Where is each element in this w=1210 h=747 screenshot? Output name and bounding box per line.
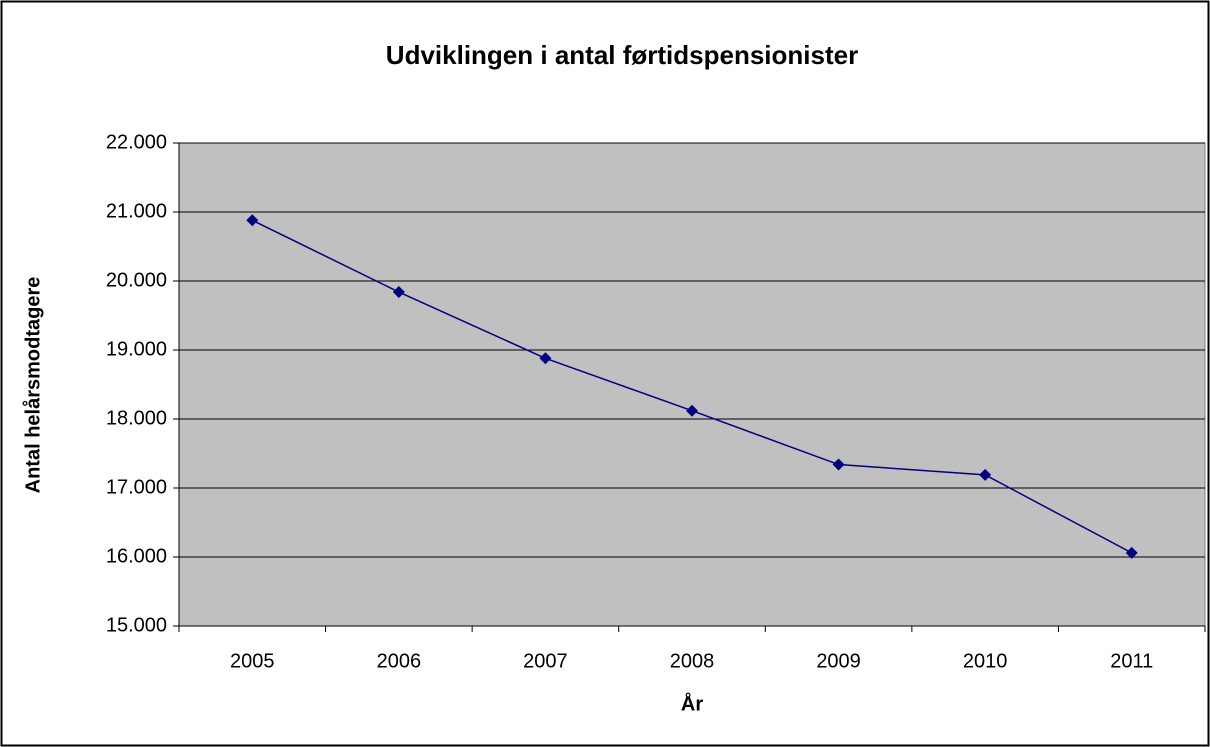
- data-point: [392, 286, 405, 299]
- data-point: [832, 458, 845, 471]
- y-tick-label: 20.000: [106, 269, 167, 291]
- x-tick-label: 2009: [816, 650, 861, 672]
- x-axis-title: År: [681, 691, 703, 715]
- x-tick-label: 2008: [670, 650, 715, 672]
- x-tick-label: 2006: [377, 650, 422, 672]
- y-tick-label: 21.000: [106, 200, 167, 222]
- x-tick-label: 2005: [230, 650, 275, 672]
- x-tick-label: 2010: [963, 650, 1008, 672]
- y-tick-label: 19.000: [106, 338, 167, 360]
- y-tick-label: 17.000: [106, 476, 167, 498]
- x-tick-label: 2011: [1110, 650, 1153, 672]
- data-point: [1125, 546, 1138, 559]
- chart-title: Udviklingen i antal førtidspensionister: [386, 40, 858, 70]
- x-tick-label: 2007: [523, 650, 568, 672]
- data-point: [539, 352, 552, 365]
- y-tick-label: 15.000: [106, 614, 167, 636]
- data-point: [979, 468, 992, 481]
- y-tick-label: 16.000: [106, 545, 167, 567]
- y-tick-label: 18.000: [106, 407, 167, 429]
- data-point: [246, 214, 259, 227]
- y-tick-label: 22.000: [106, 131, 167, 153]
- plot-area: [178, 142, 1206, 627]
- y-axis-title: Antal helårsmodtagere: [21, 277, 44, 494]
- data-point: [686, 404, 698, 417]
- plot-layer: 15.000 16.000 17.000 18.000 19.000 20.000 21.0…: [106, 131, 1206, 672]
